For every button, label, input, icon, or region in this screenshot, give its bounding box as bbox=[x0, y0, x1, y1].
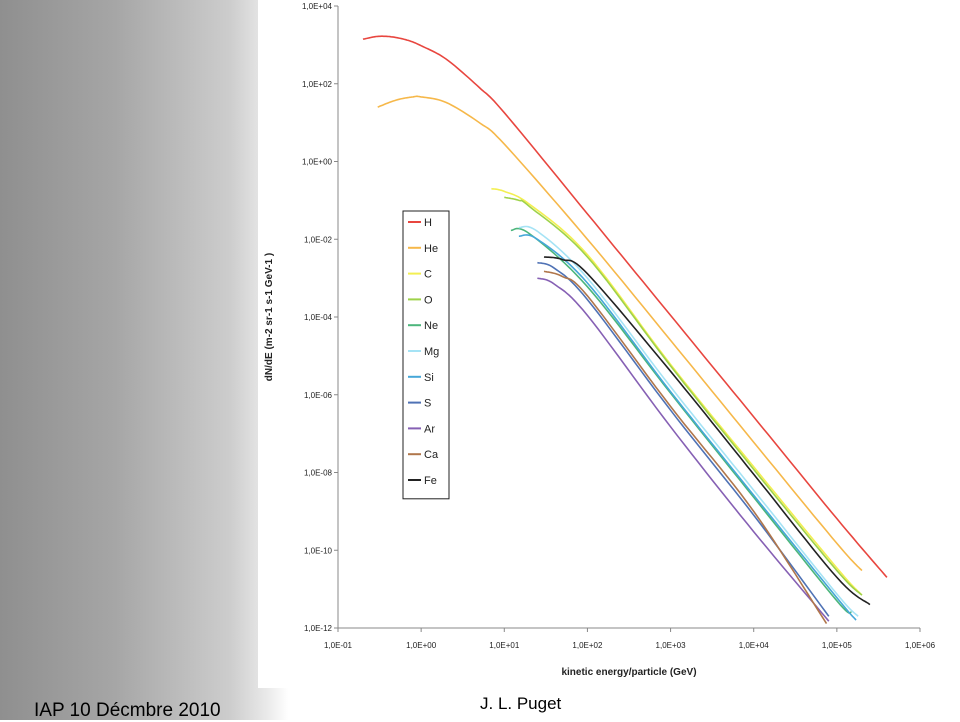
series-line-s bbox=[537, 261, 830, 617]
series-line-mg bbox=[518, 225, 859, 617]
series-line-o bbox=[504, 196, 863, 596]
x-tick-label: 1,0E+02 bbox=[572, 641, 603, 650]
y-axis-title: dN/dE (m-2 sr-1 s-1 GeV-1 ) bbox=[264, 253, 275, 381]
series-line-h bbox=[362, 35, 888, 578]
y-tick-label: 1,0E-04 bbox=[304, 313, 333, 322]
chart-panel: 1,0E+04 1,0E+02 1,0E+00 1,0E-02 1,0E-04 1,0E-… bbox=[258, 0, 960, 688]
series-line-c bbox=[491, 187, 863, 596]
x-axis-title: kinetic energy/particle (GeV) bbox=[561, 667, 696, 678]
legend-box bbox=[402, 210, 450, 500]
event-date-label: IAP 10 Décmbre 2010 bbox=[34, 700, 221, 721]
legend-label: O bbox=[424, 294, 433, 306]
legend-label: He bbox=[424, 243, 438, 255]
legend-label: Ca bbox=[424, 449, 439, 461]
series-line-ne bbox=[510, 227, 852, 614]
x-tick-label: 1,0E+00 bbox=[406, 641, 437, 650]
x-tick-label: 1,0E+03 bbox=[656, 641, 687, 650]
cosmic-ray-spectrum-chart: 1,0E+04 1,0E+02 1,0E+00 1,0E-02 1,0E-04 1,0E-… bbox=[264, 2, 936, 678]
y-tick-label: 1,0E+02 bbox=[302, 80, 333, 89]
x-tick-label: 1,0E+04 bbox=[739, 641, 770, 650]
series-line-si bbox=[518, 234, 857, 621]
legend-label: Ne bbox=[424, 320, 438, 332]
y-tick-label: 1,0E-10 bbox=[304, 546, 333, 555]
x-tick-label: 1,0E+05 bbox=[822, 641, 853, 650]
series-line-he bbox=[377, 95, 863, 572]
legend-label: H bbox=[424, 217, 432, 229]
x-tick-label: 1,0E+06 bbox=[905, 641, 936, 650]
y-tick-label: 1,0E-12 bbox=[304, 624, 333, 633]
y-tick-label: 1,0E-06 bbox=[304, 391, 333, 400]
y-tick-label: 1,0E-08 bbox=[304, 469, 333, 478]
legend-label: Ar bbox=[424, 423, 435, 435]
author-label: J. L. Puget bbox=[480, 694, 562, 713]
x-tick-label: 1,0E+01 bbox=[489, 641, 520, 650]
x-tick-label: 1,0E-01 bbox=[324, 641, 353, 650]
series-line-ca bbox=[543, 270, 828, 625]
legend-label: Si bbox=[424, 372, 434, 384]
y-tick-label: 1,0E-02 bbox=[304, 235, 333, 244]
series-line-ar bbox=[537, 277, 830, 622]
y-tick-label: 1,0E+00 bbox=[302, 158, 333, 167]
legend-label: S bbox=[424, 398, 431, 410]
y-tick-label: 1,0E+04 bbox=[302, 2, 333, 11]
series-line-fe bbox=[543, 256, 871, 606]
legend-label: Mg bbox=[424, 346, 439, 358]
legend-label: C bbox=[424, 269, 432, 281]
legend-label: Fe bbox=[424, 475, 437, 487]
